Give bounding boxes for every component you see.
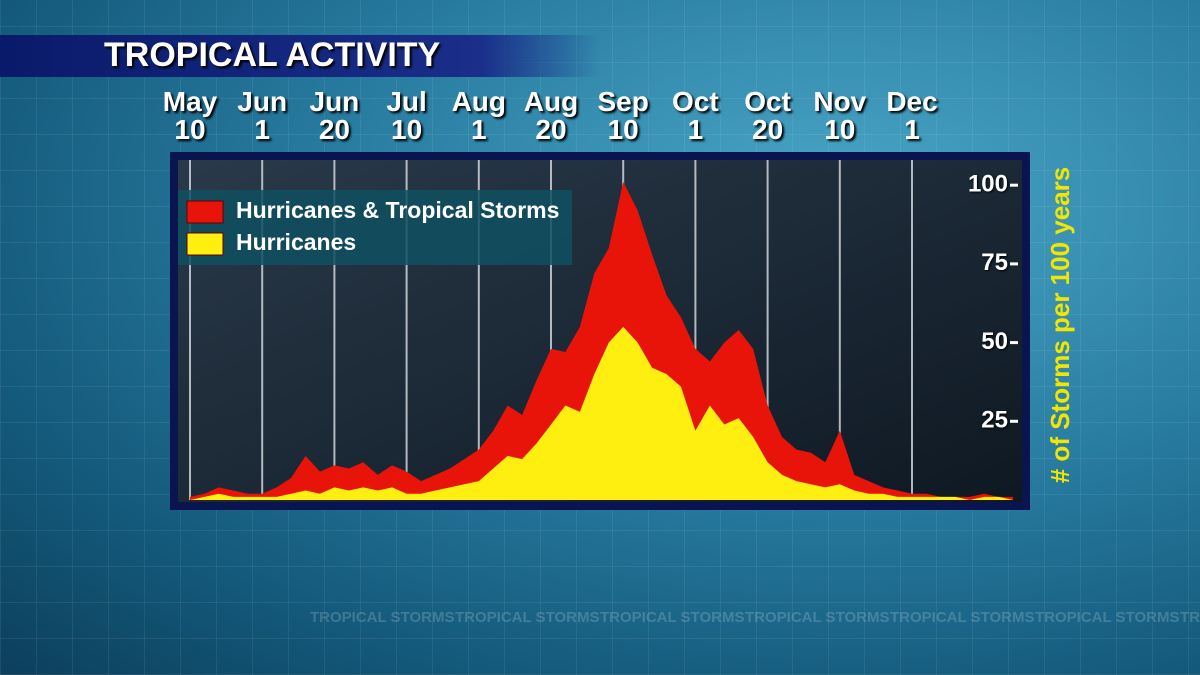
x-tick-label: Nov 10 — [813, 86, 867, 145]
x-tick-label: Jul 10 — [386, 86, 427, 145]
legend-swatch — [186, 200, 224, 224]
x-tick-label: Aug 1 — [451, 86, 507, 145]
background-text: TROPICAL STORMS — [1180, 609, 1200, 626]
x-tick-label: Jun 1 — [237, 86, 288, 145]
area — [190, 326, 1014, 500]
legend-swatch — [186, 232, 224, 256]
x-tick-label: Jun 20 — [309, 86, 360, 145]
x-tick-label: Oct 1 — [672, 86, 719, 145]
x-tick-label: Aug 20 — [523, 86, 579, 145]
x-tick-label: Dec 1 — [886, 86, 938, 145]
y-tick-label: 100 — [968, 171, 1008, 198]
background-text: TROPICAL STORMS — [745, 609, 889, 626]
area — [190, 182, 1014, 500]
background-text: TROPICAL STORMS — [600, 609, 744, 626]
x-tick-label: May 10 — [162, 86, 218, 145]
legend-label: Hurricanes & Tropical Storms — [236, 197, 559, 223]
y-axis-title: # of Storms per 100 years — [1045, 167, 1075, 484]
y-tick-label: 25 — [981, 407, 1008, 434]
background-text: TROPICAL STORMS — [890, 609, 1034, 626]
legend-box — [178, 190, 572, 265]
y-tick-label: 50 — [981, 328, 1008, 355]
legend-label: Hurricanes — [236, 229, 356, 255]
x-tick-label: Oct 20 — [744, 86, 791, 145]
x-tick-label: Sep 10 — [597, 86, 649, 145]
background-text: TROPICAL STORMS — [455, 609, 599, 626]
y-tick-label: 75 — [981, 249, 1008, 276]
chart-title: TROPICAL ACTIVITY — [104, 36, 441, 74]
background-text: TROPICAL STORMS — [310, 609, 454, 626]
background-text: TROPICAL STORMS — [1035, 609, 1179, 626]
title-bar — [0, 35, 600, 77]
